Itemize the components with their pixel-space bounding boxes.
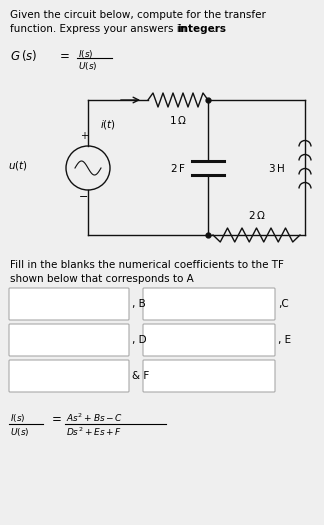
Text: , D: , D bbox=[132, 335, 147, 345]
Text: $As^2+Bs-C$: $As^2+Bs-C$ bbox=[66, 412, 123, 424]
Text: , E: , E bbox=[278, 335, 291, 345]
FancyBboxPatch shape bbox=[143, 360, 275, 392]
Text: Fill in the blanks the numerical coefficients to the TF: Fill in the blanks the numerical coeffic… bbox=[10, 260, 284, 270]
Text: $U(s)$: $U(s)$ bbox=[78, 60, 98, 72]
FancyBboxPatch shape bbox=[143, 288, 275, 320]
Text: $i(t)$: $i(t)$ bbox=[100, 118, 116, 131]
Text: $2\,\Omega$: $2\,\Omega$ bbox=[248, 209, 265, 221]
Text: $I(s)$: $I(s)$ bbox=[78, 48, 94, 60]
Text: ,C: ,C bbox=[278, 299, 289, 309]
Text: +: + bbox=[80, 131, 88, 141]
Text: $I(s)$: $I(s)$ bbox=[10, 412, 26, 424]
FancyBboxPatch shape bbox=[9, 360, 129, 392]
Text: =: = bbox=[52, 414, 62, 426]
Text: integers: integers bbox=[177, 24, 226, 34]
FancyBboxPatch shape bbox=[9, 324, 129, 356]
Text: −: − bbox=[79, 192, 89, 202]
FancyBboxPatch shape bbox=[9, 288, 129, 320]
Text: $U(s)$: $U(s)$ bbox=[10, 426, 29, 438]
Text: $2\,\mathrm{F}$: $2\,\mathrm{F}$ bbox=[170, 162, 186, 173]
Text: $Ds^2+Es+F$: $Ds^2+Es+F$ bbox=[66, 426, 122, 438]
Text: & F: & F bbox=[132, 371, 149, 381]
Text: $u(t)$: $u(t)$ bbox=[8, 160, 28, 173]
Text: .: . bbox=[213, 24, 216, 34]
Text: $3\,\mathrm{H}$: $3\,\mathrm{H}$ bbox=[268, 162, 285, 173]
Text: $1\,\Omega$: $1\,\Omega$ bbox=[169, 114, 187, 126]
Text: shown below that corresponds to A: shown below that corresponds to A bbox=[10, 274, 194, 284]
Text: function. Express your answers in: function. Express your answers in bbox=[10, 24, 190, 34]
Text: $G\,(s)$: $G\,(s)$ bbox=[10, 48, 37, 63]
Text: , B: , B bbox=[132, 299, 146, 309]
FancyBboxPatch shape bbox=[143, 324, 275, 356]
Text: Given the circuit below, compute for the transfer: Given the circuit below, compute for the… bbox=[10, 10, 266, 20]
Text: =: = bbox=[60, 50, 70, 63]
